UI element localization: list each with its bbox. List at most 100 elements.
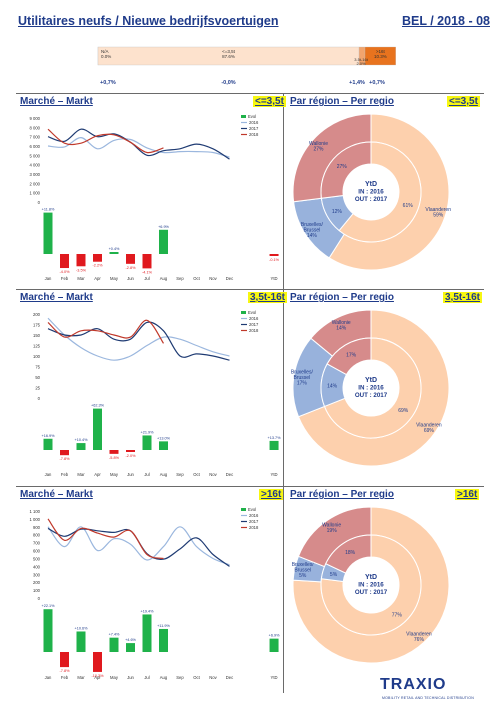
series-line-2017 (47, 321, 230, 361)
month-label: Jul (144, 276, 149, 281)
series-line-2018 (47, 128, 164, 154)
evol-bar (76, 254, 86, 267)
donut-hole (343, 557, 399, 613)
donut-slice (325, 534, 372, 574)
series-line-2018 (47, 319, 165, 344)
donut-label: Wallonie (322, 522, 341, 528)
ytd-label: YtD (271, 276, 278, 281)
month-label: Aug (160, 675, 168, 680)
month-label: Apr (94, 675, 101, 680)
segment-badge: >16t (455, 489, 480, 500)
donut-label: Bruxelles/ (292, 562, 315, 568)
donut-center-text: IN : 2016 (358, 582, 384, 589)
legend-label: 2016 (249, 120, 259, 125)
month-label: Jun (127, 472, 134, 477)
legend-label: 2017 (249, 126, 259, 131)
share-value: 2.0% (356, 61, 366, 66)
month-label: Sep (176, 276, 184, 281)
month-label: Sep (176, 472, 184, 477)
market-line-chart: 0 1 000 2 000 3 000 4 000 5 000 6 000 7 000 8 00… (30, 114, 280, 281)
donut-label: 59% (433, 212, 444, 218)
y-tick-label: 1 000 (30, 517, 41, 522)
month-label: Nov (209, 675, 217, 680)
evol-label: -5.8% (109, 456, 120, 460)
evol-label: +16.9% (42, 434, 56, 438)
donut-center-text: IN : 2016 (358, 385, 384, 392)
page-title: Utilitaires neufs / Nieuwe bedrijfsvoert… (18, 14, 279, 28)
y-tick-label: 0 (38, 596, 41, 601)
segment-badge: 3,5t-16t (443, 292, 483, 303)
share-label: <=3,5t (222, 49, 236, 54)
legend-swatch-evol (241, 311, 246, 314)
evol-bar (269, 638, 279, 652)
donut-center-text: OUT : 2017 (355, 196, 388, 203)
evol-label: +11.9% (157, 624, 170, 628)
share-label: >16t (376, 49, 386, 54)
y-tick-label: 75 (35, 365, 40, 370)
donut-center-text: YtD (365, 181, 377, 188)
y-tick-label: 9 000 (30, 116, 41, 121)
series-line-2017 (47, 527, 230, 567)
evol-bar (126, 643, 135, 652)
evol-label: +0.4% (109, 247, 120, 251)
report-period: BEL / 2018 - 08 (401, 14, 490, 28)
evol-bar (76, 443, 86, 450)
legend-label: 2018 (249, 525, 259, 530)
legend-label: Evol (248, 114, 256, 119)
donut-center-text: IN : 2016 (358, 189, 384, 196)
evol-label: -3.5% (76, 268, 87, 272)
y-tick-label: 700 (33, 541, 41, 546)
evol-bar (60, 450, 69, 456)
month-label: May (110, 472, 119, 477)
evol-label: -7.8% (60, 457, 71, 461)
evol-bar (126, 450, 135, 452)
donut-label: 14% (336, 325, 347, 331)
month-label: Oct (193, 276, 200, 281)
y-tick-label: 2 000 (30, 181, 41, 186)
legend-swatch-evol (241, 508, 246, 511)
evol-bar (60, 652, 69, 668)
y-tick-label: 7 000 (30, 135, 41, 140)
region-title: Par région – Per regio (290, 489, 394, 500)
evol-bar (142, 435, 152, 450)
legend-swatch-evol (241, 115, 246, 118)
evol-bar (76, 631, 86, 652)
y-tick-label: 4 000 (30, 163, 41, 168)
month-label: Aug (160, 472, 168, 477)
donut-label: Wallonie (332, 320, 351, 326)
donut-label: Brussel (304, 228, 321, 234)
month-label: Oct (193, 472, 200, 477)
legend-label: 2016 (249, 513, 259, 518)
share-evolution: +1,4% (349, 80, 365, 86)
month-label: Jul (144, 675, 149, 680)
donut-label: 69% (398, 408, 409, 414)
month-label: May (110, 675, 119, 680)
evol-label: -4.0% (60, 270, 71, 274)
donut-label: 27% (313, 146, 324, 152)
month-label: Feb (61, 675, 69, 680)
month-label: Jan (45, 276, 52, 281)
frame-line (16, 93, 484, 94)
series-line-2016 (47, 136, 230, 158)
region-title: Par région – Per regio (290, 292, 394, 303)
frame-divider (283, 93, 284, 693)
donut-label: 61% (403, 203, 414, 209)
series-line-2016 (47, 526, 230, 566)
month-label: Feb (61, 276, 69, 281)
month-label: Apr (94, 472, 101, 477)
traxio-logo: TRAXIO (380, 676, 446, 694)
share-value: 0.0% (101, 54, 111, 59)
donut-label: 5% (299, 573, 307, 579)
evol-bar (109, 252, 119, 254)
evol-bar (93, 408, 102, 450)
segment-badge: <=3,5t (253, 96, 286, 107)
ytd-label: YtD (271, 472, 278, 477)
donut-label: 76% (414, 637, 425, 643)
month-label: Mar (77, 472, 85, 477)
frame-line (16, 289, 484, 290)
month-label: Oct (193, 675, 200, 680)
evol-label: -7.8% (60, 669, 71, 673)
evol-bar (43, 609, 53, 652)
y-tick-label: 0 (38, 200, 41, 205)
